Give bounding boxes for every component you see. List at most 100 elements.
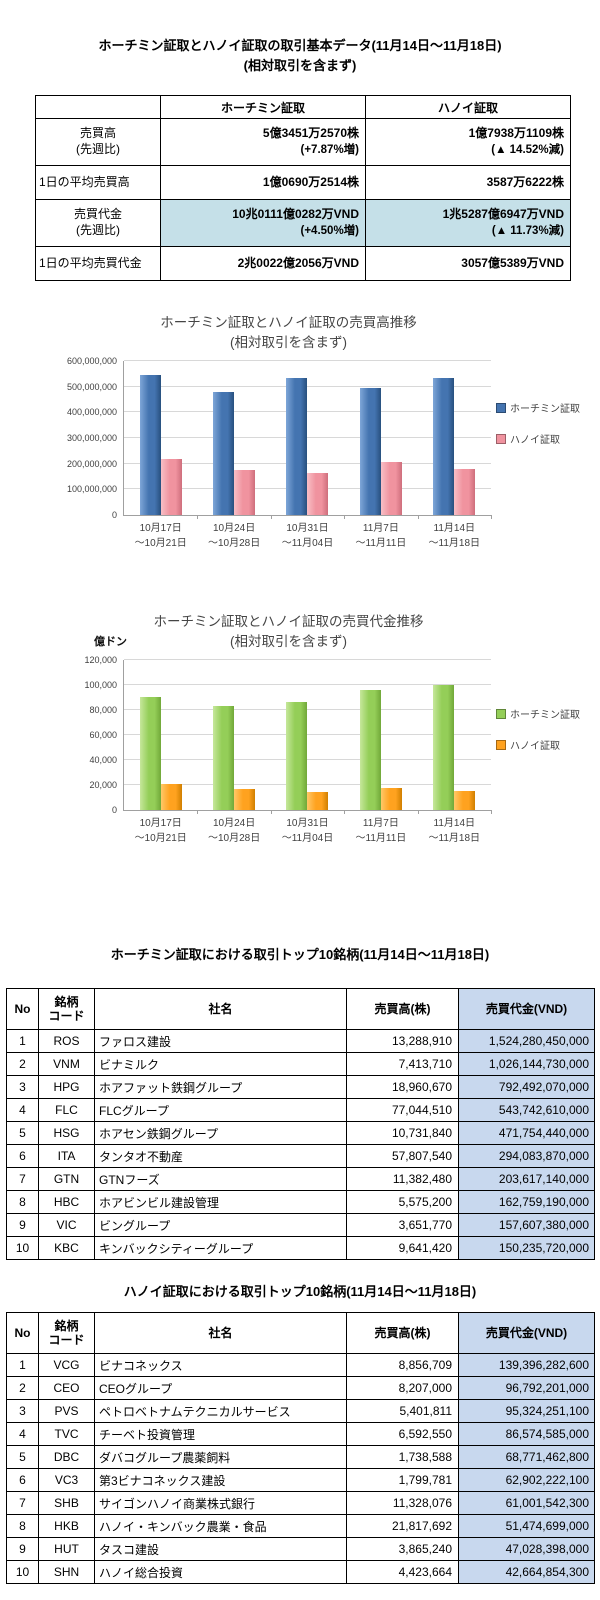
legend-item: ホーチミン証取 xyxy=(496,400,580,415)
table-row: 6 ITA タンタオ不動産 57,807,540 294,083,870,000 xyxy=(6,1144,595,1168)
table-cell: 9 xyxy=(6,1213,39,1237)
table-row: 2 CEO CEOグループ 8,207,000 96,792,201,000 xyxy=(6,1376,595,1400)
table-cell: 6 xyxy=(6,1468,39,1492)
x-axis-tick xyxy=(197,515,199,519)
bar xyxy=(433,685,455,810)
bar-group xyxy=(271,702,344,810)
header-name: 社名 xyxy=(94,1312,347,1354)
hcm-top10-table: No 銘柄 コード 社名 売買高(株) 売買代金(VND) 1 ROS ファロス建設… xyxy=(6,988,595,1260)
table-cell: 3,865,240 xyxy=(346,1537,459,1561)
table-cell: 1,738,588 xyxy=(346,1445,459,1469)
table-cell: 95,324,251,100 xyxy=(458,1399,595,1423)
summary-corner-cell xyxy=(35,95,161,119)
table-row: 1 VCG ビナコネックス 8,856,709 139,396,282,600 xyxy=(6,1353,595,1377)
y-axis-tick-label: 500,000,000 xyxy=(66,381,117,392)
legend-label: ハノイ証取 xyxy=(510,741,560,752)
table-cell: 203,617,140,000 xyxy=(458,1167,595,1191)
hanoi-top10-table: No 銘柄 コード 社名 売買高(株) 売買代金(VND) 1 VCG ビナコネック… xyxy=(6,1312,595,1584)
table-cell: GTNフーズ xyxy=(94,1167,347,1191)
table-cell: 77,044,510 xyxy=(346,1098,459,1122)
row-label: 1日の平均売買代金 xyxy=(35,246,161,281)
y-axis-tick-label: 100,000 xyxy=(84,680,117,690)
legend-swatch-icon xyxy=(496,402,506,413)
row-label: 売買代金 (先週比) xyxy=(35,199,161,247)
hanoi-volume-cell: 1億7938万1109株 (▲ 14.52%減) xyxy=(365,118,571,166)
table-cell: 第3ビナコネックス建設 xyxy=(94,1468,347,1492)
bar-group xyxy=(271,378,344,515)
summary-header-hcm: ホーチミン証取 xyxy=(160,95,366,119)
table-cell: 294,083,870,000 xyxy=(458,1144,595,1168)
gridline xyxy=(124,659,491,660)
hanoi-avg-volume-cell: 3587万6222株 xyxy=(365,165,571,200)
table-cell: HPG xyxy=(38,1075,95,1099)
table-cell: 8 xyxy=(6,1514,39,1538)
x-axis-category-label: 10月31日 ～11月04日 xyxy=(281,818,334,844)
hanoi-value-cell: 1兆5287億6947万VND (▲ 11.73%減) xyxy=(365,199,571,247)
table-cell: 3,651,770 xyxy=(346,1213,459,1237)
table-cell: キンバックシティーグループ xyxy=(94,1236,347,1260)
table-cell: 1,026,144,730,000 xyxy=(458,1052,595,1076)
table-cell: 11,382,480 xyxy=(346,1167,459,1191)
x-axis-category-label: 11月7日 ～11月11日 xyxy=(355,818,407,844)
table-row: 10 KBC キンバックシティーグループ 9,641,420 150,235,720,0… xyxy=(6,1236,595,1260)
table-cell: 543,742,610,000 xyxy=(458,1098,595,1122)
header-code: 銘柄 コード xyxy=(38,1312,95,1354)
chart-title: ホーチミン証取とハノイ証取の売買高推移 (相対取引を含まず) xyxy=(70,313,507,354)
legend-swatch-icon xyxy=(496,708,506,719)
hcm-top10-title: ホーチミン証取における取引トップ10銘柄(11月14日～11月18日) xyxy=(110,947,490,962)
y-axis-tick-label: 0 xyxy=(111,510,117,520)
table-row: 7 GTN GTNフーズ 11,382,480 203,617,140,000 xyxy=(6,1167,595,1191)
table-cell: 150,235,720,000 xyxy=(458,1236,595,1260)
y-axis-tick-label: 400,000,000 xyxy=(66,407,117,418)
gridline xyxy=(124,411,491,413)
x-axis-tick xyxy=(270,515,272,519)
table-cell: ファロス建設 xyxy=(94,1029,347,1053)
y-axis-tick-label: 40,000 xyxy=(89,755,117,765)
hcm-avg-volume-cell: 1億0690万2514株 xyxy=(160,165,366,200)
bar xyxy=(307,792,329,810)
table-cell: VC3 xyxy=(38,1468,95,1492)
summary-row-volume: 売買高 (先週比) 5億3451万2570株 (+7.87%増) 1億7938万… xyxy=(35,118,571,166)
bar-group xyxy=(124,697,197,810)
table-cell: 6 xyxy=(6,1144,39,1168)
row-label: 売買高 (先週比) xyxy=(35,118,161,166)
bar xyxy=(234,470,256,515)
gridline xyxy=(124,462,491,464)
table-cell: KBC xyxy=(38,1236,95,1260)
table-cell: 51,474,699,000 xyxy=(458,1514,595,1538)
summary-header-row: ホーチミン証取 ハノイ証取 xyxy=(35,95,571,119)
table-row: 5 DBC ダバコグループ農薬飼料 1,738,588 68,771,462,800 xyxy=(6,1445,595,1469)
table-cell: ROS xyxy=(38,1029,95,1053)
gridline xyxy=(124,437,491,438)
gridline xyxy=(124,759,491,760)
table-row: 8 HBC ホアビンビル建設管理 5,575,200 162,759,190,000 xyxy=(6,1190,595,1214)
table-cell: 1,524,280,450,000 xyxy=(458,1029,595,1053)
table-cell: SHB xyxy=(38,1491,95,1515)
header-volume: 売買高(株) xyxy=(346,988,459,1030)
table-cell: 8 xyxy=(6,1190,39,1214)
y-axis-tick-label: 20,000 xyxy=(89,780,117,790)
x-axis-category-label: 11月7日 ～11月11日 xyxy=(355,523,407,549)
summary-row-avg-volume: 1日の平均売買高 1億0690万2514株 3587万6222株 xyxy=(35,165,571,200)
table-cell: 2 xyxy=(6,1052,39,1076)
table-row: 8 HKB ハノイ・キンバック農業・食品 21,817,692 51,474,699,0… xyxy=(6,1514,595,1538)
table-cell: 96,792,201,000 xyxy=(458,1376,595,1400)
table-cell: VNM xyxy=(38,1052,95,1076)
bar xyxy=(286,702,308,810)
summary-row-avg-value: 1日の平均売買代金 2兆0022億2056万VND 3057億5389万VND xyxy=(35,246,571,281)
gridline xyxy=(124,784,491,785)
legend-swatch-icon xyxy=(496,433,506,444)
bar-group xyxy=(197,706,270,810)
table-cell: 157,607,380,000 xyxy=(458,1213,595,1237)
table-cell: ビナコネックス xyxy=(94,1353,347,1377)
table-cell: 10,731,840 xyxy=(346,1121,459,1145)
table-cell: 139,396,282,600 xyxy=(458,1353,595,1377)
table-row: 7 SHB サイゴンハノイ商業株式銀行 11,328,076 61,001,542,30… xyxy=(6,1491,595,1515)
table-cell: 471,754,440,000 xyxy=(458,1121,595,1145)
header-name: 社名 xyxy=(94,988,347,1030)
table-cell: HKB xyxy=(38,1514,95,1538)
header-no: No xyxy=(6,988,39,1030)
x-axis-category-label: 10月24日 ～10月28日 xyxy=(207,523,261,549)
x-axis-tick xyxy=(417,810,419,814)
table-cell: 3 xyxy=(6,1075,39,1099)
